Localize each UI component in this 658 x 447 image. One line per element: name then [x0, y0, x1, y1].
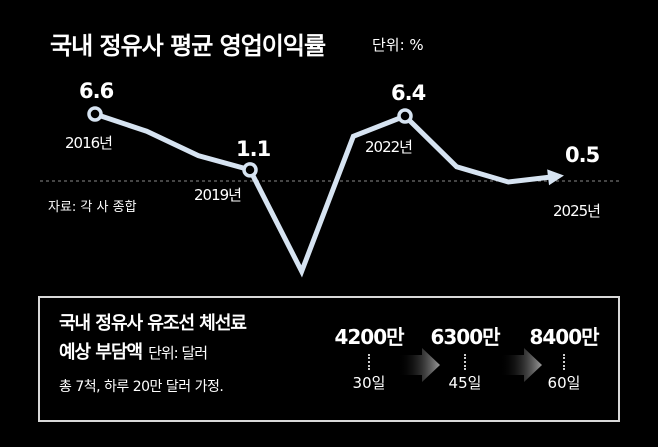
chart-title: 국내 정유사 평균 영업이익률 — [50, 32, 326, 60]
line-chart: 6.6 2016년 1.1 2019년 6.4 2022년 0.5 2025년 — [40, 79, 622, 278]
dotted-connector — [563, 354, 565, 370]
chart-unit: 단위: % — [372, 36, 424, 54]
dotted-connector — [464, 354, 466, 370]
box-title-line2: 예상 부담액 단위: 달러 — [59, 340, 208, 366]
fee-days: 30일 — [352, 374, 386, 392]
data-label: 6.6 — [79, 79, 114, 103]
fee-item-60: 8400만 60일 — [522, 321, 606, 393]
year-label: 2022년 — [365, 138, 412, 156]
line-end-arrow — [547, 169, 564, 186]
box-unit: 단위: 달러 — [148, 344, 208, 362]
series-line — [94, 111, 551, 278]
year-label: 2019년 — [194, 186, 241, 204]
fee-item-45: 6300만 45일 — [423, 321, 507, 393]
data-label: 0.5 — [565, 143, 600, 167]
right-arrow-icon — [398, 348, 440, 382]
box-assumption-note: 총 7척, 하루 20만 달러 가정. — [59, 379, 224, 395]
fee-amount: 8400만 — [529, 325, 599, 349]
source-note: 자료: 각 사 종합 — [48, 200, 137, 215]
fee-item-30: 4200만 30일 — [327, 321, 411, 393]
box-title-line1: 국내 정유사 유조선 체선료 — [59, 313, 247, 334]
point-marker — [87, 106, 103, 122]
data-label: 6.4 — [391, 81, 426, 105]
point-marker — [242, 162, 258, 178]
point-marker — [397, 108, 413, 124]
year-label: 2016년 — [65, 134, 112, 152]
fee-days: 60일 — [547, 374, 581, 392]
fee-amount: 6300만 — [430, 325, 500, 349]
dotted-connector — [368, 354, 370, 370]
demurrage-box: 국내 정유사 유조선 체선료 예상 부담액 단위: 달러 총 7척, 하루 20만… — [38, 296, 620, 422]
box-title-line2-text: 예상 부담액 — [59, 342, 143, 363]
year-label: 2025년 — [553, 202, 600, 220]
fee-amount: 4200만 — [334, 325, 404, 349]
data-label: 1.1 — [236, 137, 271, 161]
right-arrow-icon — [500, 348, 542, 382]
fee-days: 45일 — [448, 374, 482, 392]
